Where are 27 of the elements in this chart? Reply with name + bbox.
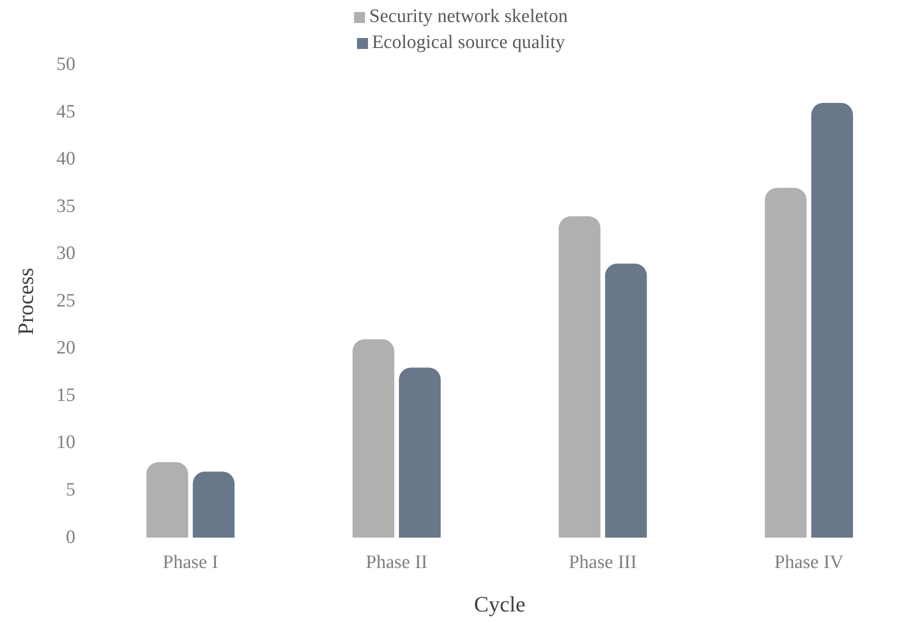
y-tick-label: 10 xyxy=(56,432,76,454)
y-tick-label: 20 xyxy=(56,338,76,359)
y-tick-label: 50 xyxy=(56,54,76,75)
bar xyxy=(811,102,853,538)
bar xyxy=(764,188,807,538)
y-tick-label: 25 xyxy=(56,290,76,312)
y-tick-label: 15 xyxy=(56,384,76,406)
bar xyxy=(192,472,235,538)
y-tick-label: 5 xyxy=(66,480,76,501)
bar xyxy=(605,264,647,538)
bar xyxy=(352,339,394,538)
x-axis-title: Cycle xyxy=(474,592,526,617)
y-tick-label: 30 xyxy=(56,243,76,264)
legend-label: Ecological source quality xyxy=(372,32,566,54)
bar xyxy=(558,216,600,538)
y-axis-title: Process xyxy=(12,268,38,336)
bar xyxy=(398,368,441,538)
x-tick-label: Phase IV xyxy=(774,552,844,574)
legend-label: Security network skeleton xyxy=(369,6,568,28)
bar xyxy=(146,462,188,538)
x-tick-label: Phase I xyxy=(162,552,218,574)
y-tick-label: 45 xyxy=(56,101,76,122)
x-tick-label: Phase III xyxy=(568,552,637,574)
y-tick-label: 40 xyxy=(56,148,76,170)
x-tick-label: Phase II xyxy=(366,552,428,574)
y-tick-label: 0 xyxy=(66,526,76,548)
y-tick-label: 35 xyxy=(56,196,76,217)
